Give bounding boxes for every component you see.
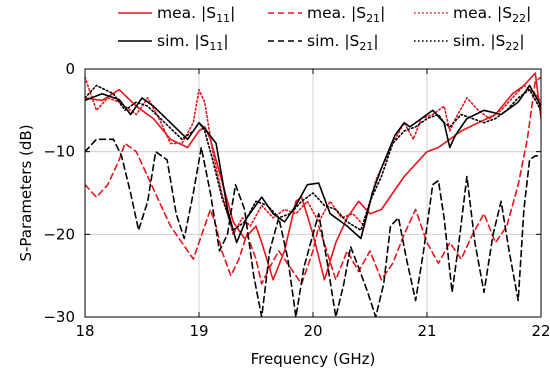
x-tick-label: 19 bbox=[189, 322, 208, 340]
series-line-6 bbox=[85, 84, 541, 231]
ticks: 18 19 20 21 22 0 −10 −20 −30 bbox=[43, 60, 550, 340]
legend-entry-label: mea. |S21| bbox=[307, 4, 385, 25]
x-tick-label: 18 bbox=[75, 322, 94, 340]
y-tick-label: −10 bbox=[43, 143, 75, 161]
series-line-4 bbox=[85, 84, 541, 244]
y-tick-label: −20 bbox=[43, 225, 75, 243]
series-group bbox=[85, 72, 541, 317]
legend-entry-label: mea. |S11| bbox=[157, 4, 235, 25]
legend: mea. |S11| mea. |S21| mea. |S22| sim. |S11|… bbox=[118, 4, 531, 53]
x-tick-label: 21 bbox=[417, 322, 436, 340]
x-tick-label: 20 bbox=[303, 322, 322, 340]
legend-entry-label: sim. |S21| bbox=[307, 32, 379, 53]
y-axis-label: S-Parameters (dB) bbox=[17, 124, 35, 261]
x-axis-label: Frequency (GHz) bbox=[251, 350, 376, 368]
legend-entry-label: mea. |S22| bbox=[453, 4, 531, 25]
x-tick-label: 22 bbox=[531, 322, 550, 340]
series-line-3 bbox=[85, 76, 541, 236]
y-tick-label: −30 bbox=[43, 308, 75, 326]
legend-entry-label: sim. |S22| bbox=[453, 32, 525, 53]
legend-entry-label: sim. |S11| bbox=[157, 32, 229, 53]
y-tick-label: 0 bbox=[65, 60, 75, 78]
series-line-5 bbox=[85, 138, 541, 317]
